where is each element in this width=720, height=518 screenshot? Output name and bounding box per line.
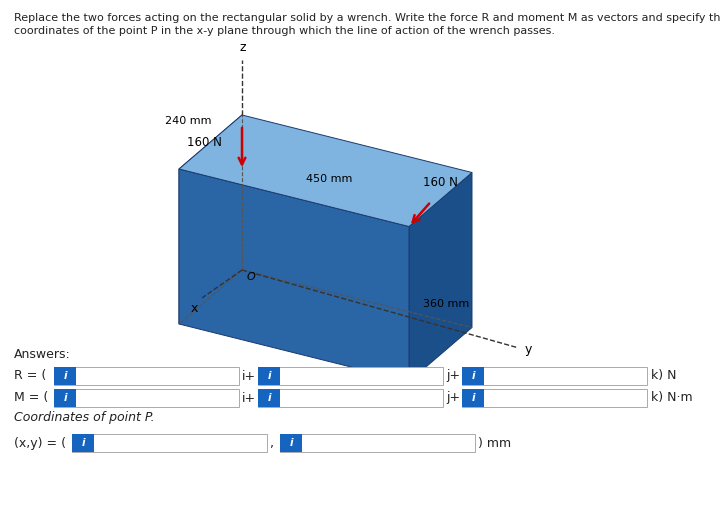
Text: j+: j+: [446, 369, 460, 382]
Text: coordinates of the point P in the x-y plane through which the line of action of : coordinates of the point P in the x-y pl…: [14, 26, 555, 36]
Text: i: i: [472, 393, 474, 403]
Bar: [258, 389, 280, 407]
Text: 160 N: 160 N: [187, 136, 222, 149]
Bar: [54, 389, 76, 407]
Polygon shape: [179, 115, 242, 324]
Bar: [462, 367, 647, 385]
Bar: [258, 367, 280, 385]
Text: i: i: [267, 371, 271, 381]
Bar: [72, 434, 94, 452]
Bar: [462, 389, 647, 407]
Bar: [462, 389, 484, 407]
Text: i: i: [289, 438, 293, 448]
Bar: [462, 367, 484, 385]
Text: k) N: k) N: [651, 369, 677, 382]
Text: O: O: [247, 272, 256, 282]
Text: ) mm: ) mm: [478, 437, 511, 450]
Text: M = (: M = (: [14, 392, 48, 405]
Text: k) N·m: k) N·m: [651, 392, 693, 405]
Text: z: z: [240, 41, 246, 54]
Text: j+: j+: [446, 392, 460, 405]
Bar: [280, 434, 302, 452]
Text: 360 mm: 360 mm: [423, 299, 469, 309]
Bar: [72, 434, 267, 452]
Bar: [280, 434, 475, 452]
Bar: [258, 389, 443, 407]
Text: i: i: [63, 371, 67, 381]
Bar: [258, 367, 443, 385]
Text: Replace the two forces acting on the rectangular solid by a wrench. Write the fo: Replace the two forces acting on the rec…: [14, 13, 720, 23]
Polygon shape: [179, 115, 472, 226]
Text: i+: i+: [242, 392, 256, 405]
Text: 160 N: 160 N: [423, 177, 458, 190]
Text: x: x: [190, 302, 198, 315]
Text: i: i: [472, 371, 474, 381]
Text: i: i: [63, 393, 67, 403]
Text: y: y: [525, 343, 532, 356]
Bar: [54, 389, 239, 407]
Text: R = (: R = (: [14, 369, 46, 382]
Text: (x,y) = (: (x,y) = (: [14, 437, 66, 450]
Text: Coordinates of point P.: Coordinates of point P.: [14, 411, 155, 424]
Polygon shape: [179, 169, 409, 381]
Text: i: i: [81, 438, 85, 448]
Text: ,: ,: [270, 437, 274, 450]
Text: i+: i+: [242, 369, 256, 382]
Text: 450 mm: 450 mm: [306, 174, 352, 184]
Text: i: i: [267, 393, 271, 403]
Bar: [54, 367, 239, 385]
Polygon shape: [409, 172, 472, 381]
Bar: [54, 367, 76, 385]
Text: 240 mm: 240 mm: [166, 116, 212, 126]
Text: Answers:: Answers:: [14, 349, 71, 362]
